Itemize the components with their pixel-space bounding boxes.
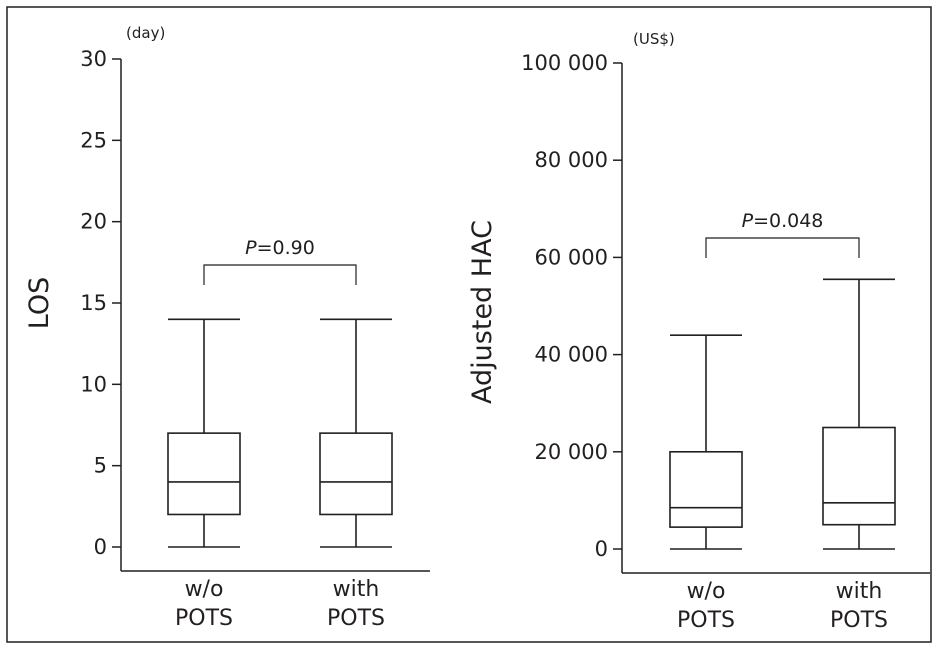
y-tick-label: 30 [80, 47, 107, 71]
box-plot-with-pots [822, 278, 896, 550]
y-axis-label: LOS [24, 277, 55, 329]
y-tick-label: 100 000 [521, 51, 608, 75]
y-tick-label: 20 000 [535, 440, 608, 464]
p-value-label: P=0.90 [245, 237, 315, 259]
box-plot-with-pots [319, 318, 393, 548]
y-axis-label: Adjusted HAC [467, 220, 498, 404]
y-tick-label: 10 [80, 372, 107, 396]
unit-label: (day) [126, 24, 165, 42]
unit-label: (US$) [633, 30, 675, 48]
category-label: POTS [175, 606, 233, 631]
figure-frame [6, 6, 932, 643]
box-plot-without-pots [167, 318, 241, 548]
category-label: POTS [327, 606, 385, 631]
box-plot-without-pots [669, 334, 743, 550]
y-tick-label: 0 [94, 535, 107, 559]
y-tick-label: 40 000 [535, 343, 608, 367]
los-panel: 0 5 10 15 20 25 30 (day) LOS w/o POTS with POTS P=0.9… [24, 24, 430, 631]
y-tick-label: 60 000 [535, 245, 608, 269]
category-label: with [333, 577, 380, 602]
category-label: POTS [677, 608, 735, 633]
category-label: POTS [830, 608, 888, 633]
iqr-box [319, 432, 393, 516]
iqr-box [669, 450, 743, 528]
hac-panel: 0 20 000 40 000 60 000 80 000 100 000 (US$) Adj… [467, 30, 930, 633]
category-label: w/o [687, 579, 726, 604]
category-label: w/o [185, 577, 224, 602]
significance-bracket [705, 237, 860, 258]
iqr-box [167, 432, 241, 516]
y-tick-label: 15 [80, 291, 107, 315]
iqr-box [822, 426, 896, 526]
y-tick-label: 0 [595, 537, 608, 561]
y-tick-label: 20 [80, 210, 107, 234]
y-tick-label: 5 [94, 454, 107, 478]
y-tick-label: 25 [80, 128, 107, 152]
significance-bracket [203, 264, 357, 285]
p-value-label: P=0.048 [742, 210, 824, 232]
category-label: with [836, 579, 883, 604]
y-tick-label: 80 000 [535, 148, 608, 172]
